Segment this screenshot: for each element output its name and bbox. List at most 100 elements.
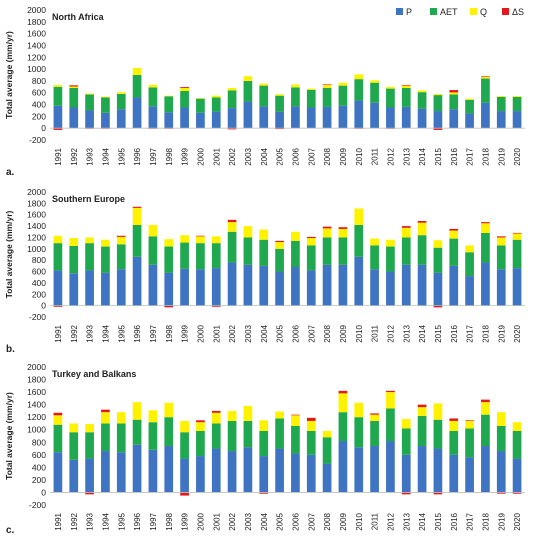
bar-AET-2019 (496, 96, 506, 112)
x-tick-label: 2010 (355, 324, 364, 342)
chart-title: Southern Europe (52, 194, 125, 204)
bar-P-2003 (243, 264, 253, 306)
bar-AET-1999 (180, 242, 189, 269)
bar-Q-2001 (211, 95, 221, 98)
bar-P-2018 (481, 102, 490, 129)
bar-dS-1996 (132, 206, 142, 208)
bar-dS-2020 (512, 492, 522, 494)
bar-Q-2017 (465, 420, 474, 429)
bar-P-2014 (417, 446, 427, 493)
x-tick-label: 2016 (450, 147, 459, 165)
bar-dS-2018 (481, 399, 490, 403)
x-tick-label: 2011 (371, 512, 380, 530)
bar-AET-1997 (148, 87, 158, 107)
bar-P-2016 (449, 109, 459, 129)
bar-AET-2010 (354, 417, 364, 448)
bar-dS-2016 (449, 228, 459, 231)
bar-dS-2019 (496, 236, 506, 238)
bar-P-2009 (338, 105, 348, 129)
bar-P-2007 (306, 270, 316, 306)
bar-AET-1996 (132, 224, 142, 257)
x-tick-label: 2000 (196, 512, 205, 530)
x-tick-label: 2017 (466, 512, 475, 530)
bar-AET-2000 (196, 430, 205, 457)
bar-P-2010 (354, 447, 364, 493)
x-tick-label: 2019 (497, 512, 506, 530)
bar-P-1994 (101, 112, 110, 129)
bar-P-2004 (259, 106, 269, 129)
bar-P-2015 (433, 111, 443, 129)
y-tick-label: 800 (32, 437, 46, 447)
bar-dS-2008 (322, 84, 332, 86)
x-tick-label: 1996 (133, 324, 142, 342)
bar-P-1991 (53, 270, 63, 306)
x-tick-label: 2013 (402, 147, 411, 165)
bar-dS-1994 (101, 409, 110, 413)
y-tick-label: 1200 (27, 232, 46, 242)
bar-Q-2001 (211, 236, 221, 244)
x-tick-label: 2003 (244, 147, 253, 165)
y-tick-label: 800 (32, 76, 46, 86)
bar-dS-1991 (53, 305, 63, 307)
y-tick-label: 1800 (27, 17, 46, 27)
bar-AET-2005 (275, 95, 284, 112)
bar-AET-1996 (132, 75, 142, 98)
bar-dS-2015 (433, 305, 443, 308)
bar-Q-2001 (211, 412, 221, 424)
x-tick-label: 1995 (117, 147, 126, 165)
x-tick-label: 1998 (165, 512, 174, 530)
bar-P-2011 (370, 102, 379, 129)
bar-Q-1996 (132, 402, 142, 420)
bar-P-1993 (85, 110, 94, 129)
x-tick-label: 1994 (101, 512, 110, 530)
bar-Q-1995 (116, 412, 126, 424)
bar-AET-1997 (148, 236, 158, 265)
x-tick-label: 1997 (149, 147, 158, 165)
x-tick-label: 1994 (101, 147, 110, 165)
bar-Q-2020 (512, 422, 522, 431)
bar-dS-2009 (338, 227, 348, 229)
bar-P-2017 (465, 457, 474, 493)
chart-panel-3: -200 0 200 400 600 800 1000 1200 1400 1600 1800 200… (4, 362, 525, 536)
x-tick-label: 2003 (244, 512, 253, 530)
bar-AET-2015 (433, 247, 443, 273)
bar-AET-2005 (275, 418, 284, 449)
bar-dS-1999 (180, 87, 189, 88)
bar-Q-1994 (101, 239, 110, 247)
x-tick-label: 2014 (418, 512, 427, 530)
bar-AET-2020 (512, 430, 522, 459)
x-tick-label: 1992 (70, 324, 79, 342)
bar-P-2003 (243, 447, 253, 493)
bar-Q-2007 (306, 238, 316, 246)
bar-Q-2011 (370, 414, 379, 421)
bar-P-1997 (148, 106, 158, 129)
bar-AET-2017 (465, 428, 474, 458)
bar-Q-2020 (512, 95, 522, 97)
legend-swatch-Q (470, 8, 477, 15)
bar-P-2002 (227, 262, 237, 306)
bar-Q-2002 (227, 88, 237, 91)
bar-AET-2006 (291, 87, 300, 107)
bar-Q-2018 (481, 223, 490, 233)
chart-title: North Africa (52, 12, 105, 22)
bar-Q-2015 (433, 240, 443, 248)
bar-P-2020 (512, 111, 522, 129)
bar-Q-2016 (449, 92, 459, 95)
bar-P-2010 (354, 256, 364, 306)
bar-Q-2005 (275, 242, 284, 249)
bar-AET-1991 (53, 243, 63, 271)
bar-Q-2000 (196, 98, 205, 99)
bar-P-2019 (496, 269, 506, 306)
y-tick-label: 2000 (27, 5, 46, 15)
x-tick-label: 2011 (371, 324, 380, 342)
bar-AET-1997 (148, 422, 158, 450)
bar-P-1999 (180, 458, 189, 493)
bar-P-1995 (116, 452, 126, 493)
bar-AET-2001 (211, 423, 221, 449)
bar-AET-1998 (164, 246, 174, 273)
panel-label: b. (6, 344, 15, 355)
bar-dS-2013 (401, 492, 411, 495)
bar-P-1998 (164, 272, 174, 306)
bar-P-1993 (85, 458, 94, 493)
